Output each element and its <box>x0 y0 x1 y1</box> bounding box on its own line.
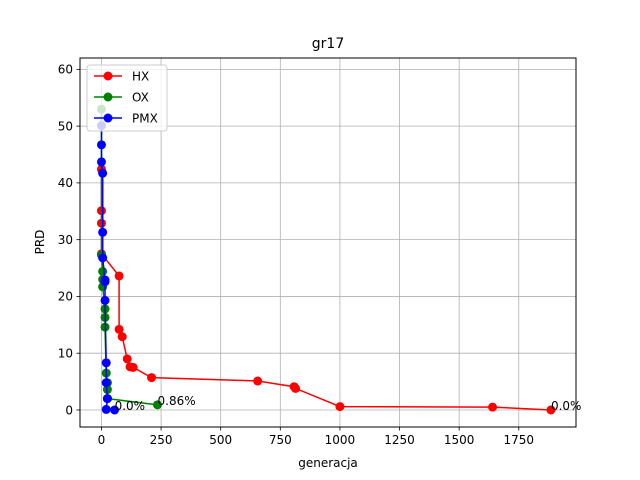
y-tick-label: 40 <box>58 176 73 190</box>
legend-swatch-marker <box>103 71 113 81</box>
x-tick-label: 1000 <box>325 433 356 447</box>
series-pmx <box>96 121 120 415</box>
legend-label: PMX <box>132 111 158 125</box>
legend: HX OX PMX <box>86 64 168 132</box>
data-point-pmx <box>101 378 111 388</box>
data-point-pmx <box>101 358 111 368</box>
chart-title: gr17 <box>312 36 344 52</box>
y-tick-label: 30 <box>58 233 73 247</box>
legend-label: HX <box>132 69 149 83</box>
data-point-hx <box>253 376 263 386</box>
data-point-hx <box>117 332 127 342</box>
annotation-label: 0.0% <box>551 399 582 413</box>
legend-swatch-marker <box>103 113 113 123</box>
annotation-label: 0.86% <box>158 394 196 408</box>
data-point-hx <box>128 362 138 372</box>
legend-label: OX <box>132 90 149 104</box>
x-axis-label: generacja <box>298 456 358 470</box>
data-point-hx <box>488 402 498 412</box>
data-point-ox <box>98 266 108 276</box>
x-tick-label: 1750 <box>503 433 534 447</box>
plot-area-frame <box>79 57 577 428</box>
data-point-pmx <box>98 227 108 237</box>
y-tick-label: 20 <box>58 290 73 304</box>
data-point-hx <box>335 402 345 412</box>
data-point-hx <box>122 354 132 364</box>
y-tick-label: 60 <box>58 63 73 77</box>
x-tick-label: 750 <box>269 433 292 447</box>
data-point-hx <box>147 373 157 383</box>
series-line-hx <box>100 169 552 411</box>
y-tick-label: 10 <box>58 347 73 361</box>
x-tick-label: 500 <box>209 433 232 447</box>
data-point-hx <box>114 271 124 281</box>
x-tick-label: 0 <box>98 433 106 447</box>
y-axis-label: PRD <box>33 230 47 255</box>
data-point-pmx <box>102 394 112 404</box>
series-layer <box>96 104 556 415</box>
data-point-pmx <box>100 295 110 305</box>
x-tick-label: 1250 <box>384 433 415 447</box>
data-point-pmx <box>101 404 111 414</box>
data-point-hx <box>114 324 124 334</box>
legend-item-ox: OX <box>94 90 149 104</box>
data-point-ox <box>153 400 162 410</box>
data-point-pmx <box>98 253 108 263</box>
data-point-pmx <box>96 157 106 167</box>
data-point-pmx <box>96 140 106 150</box>
x-tick-label: 250 <box>150 433 173 447</box>
data-point-pmx <box>110 405 120 415</box>
grid <box>80 58 576 427</box>
annotation-label: 0.0% <box>115 399 146 413</box>
data-point-pmx <box>98 168 108 178</box>
ticks-layer: 0 250 500 750 1000 1250 1500 1750 0 10 20 30 40 50 60 <box>58 63 534 447</box>
series-hx <box>96 164 556 415</box>
data-point-hx <box>546 405 556 415</box>
y-tick-label: 50 <box>58 119 73 133</box>
legend-item-hx: HX <box>94 69 149 83</box>
annotations-layer: 0.0% 0.86% 0.0% <box>115 394 582 413</box>
y-tick-label: 0 <box>65 403 73 417</box>
x-tick-label: 1500 <box>444 433 475 447</box>
data-point-pmx <box>100 277 110 287</box>
data-point-hx <box>291 383 301 393</box>
legend-swatch-marker <box>103 92 113 102</box>
legend-item-pmx: PMX <box>94 111 158 125</box>
